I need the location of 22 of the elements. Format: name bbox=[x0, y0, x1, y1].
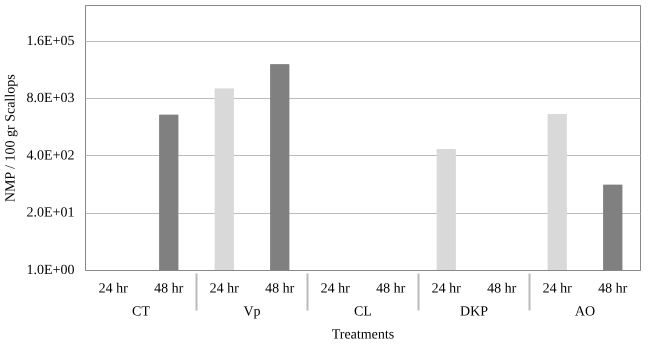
text: Vp bbox=[243, 304, 261, 320]
x-tick-label: 48 hr bbox=[376, 282, 406, 296]
x-tick-label: 24 hr bbox=[542, 282, 572, 296]
text: CT bbox=[132, 304, 150, 320]
text: CL bbox=[354, 304, 372, 320]
x-axis-title: Treatments bbox=[332, 328, 394, 342]
text: AO bbox=[574, 304, 596, 320]
x-tick-label: 24 hr bbox=[320, 282, 350, 296]
y-axis-title: NMP / 100 gr Scallops bbox=[4, 74, 19, 202]
x-tick-label: 48 hr bbox=[598, 282, 628, 296]
x-tick-label: 24 hr bbox=[432, 282, 462, 296]
text: DKP bbox=[460, 304, 488, 320]
y-tick-label: 2.0E+01 bbox=[26, 206, 75, 221]
x-tick-label: 24 hr bbox=[210, 282, 240, 296]
x-tick-label: 48 hr bbox=[487, 282, 517, 296]
y-tick-label: 1.0E+00 bbox=[26, 263, 75, 278]
y-tick-label: 1.6E+05 bbox=[26, 34, 75, 49]
x-tick-label: 48 hr bbox=[154, 282, 184, 296]
y-tick-label: 4.0E+02 bbox=[26, 148, 75, 164]
x-tick-label: 24 hr bbox=[98, 282, 128, 296]
y-tick-label: 8.0E+03 bbox=[26, 91, 75, 106]
x-tick-label: 48 hr bbox=[265, 282, 295, 296]
